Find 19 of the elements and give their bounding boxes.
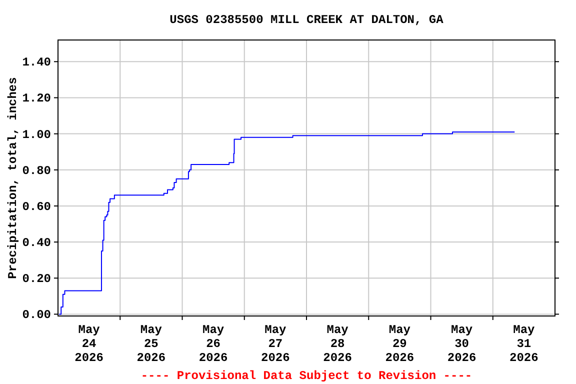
x-tick-label: May 30 2026	[447, 323, 476, 365]
y-tick-label: 1.40	[22, 56, 51, 70]
chart-title: USGS 02385500 MILL CREEK AT DALTON, GA	[170, 13, 444, 27]
x-tick-label: May 31 2026	[510, 323, 538, 365]
y-tick-label: 0.00	[22, 308, 51, 322]
y-tick-label: 0.20	[22, 272, 51, 286]
x-tick-label: May 24 2026	[74, 323, 104, 365]
y-tick-label: 0.80	[22, 164, 51, 178]
text: ---- Provisional Data Subject to Revision ----	[140, 369, 472, 383]
y-tick-label: 1.20	[22, 92, 51, 106]
y-tick-label: 0.40	[22, 236, 51, 250]
y-tick-label: 0.60	[22, 200, 51, 214]
y-axis-title: Precipitation, total, inches	[6, 77, 20, 279]
y-tick-label: 1.00	[22, 128, 51, 142]
x-tick-label: May 26 2026	[198, 323, 228, 365]
x-tick-label: May 29 2026	[385, 323, 414, 365]
x-tick-label: May 28 2026	[323, 323, 352, 365]
x-tick-label: May 25 2026	[136, 323, 166, 365]
x-tick-label: May 27 2026	[261, 323, 290, 365]
